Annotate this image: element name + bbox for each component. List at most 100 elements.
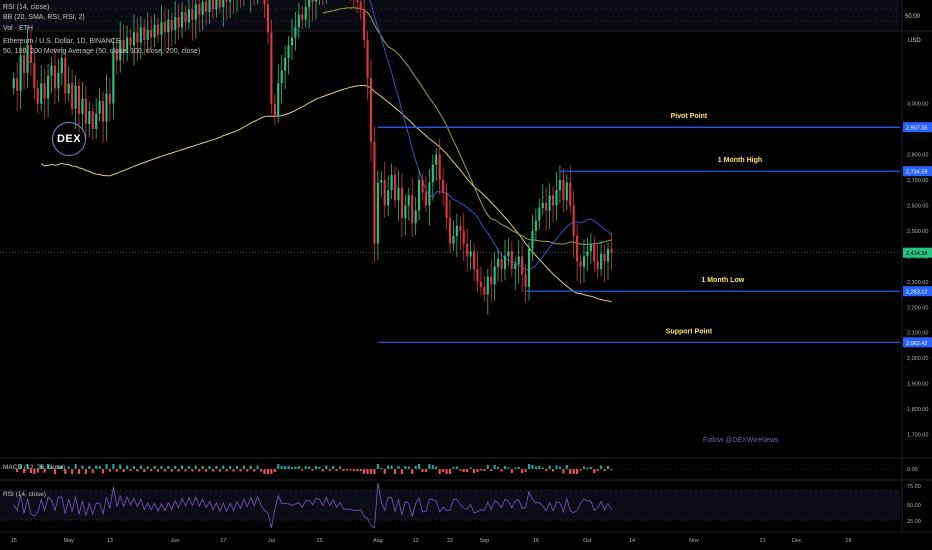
macd-histogram-bar xyxy=(311,469,314,471)
macd-histogram-bar xyxy=(91,469,94,473)
candle-body xyxy=(400,187,403,219)
candle-body xyxy=(414,210,417,224)
macd-histogram-bar xyxy=(521,469,524,473)
macd-histogram-bar xyxy=(393,469,397,474)
candle-body xyxy=(119,40,122,61)
macd-histogram-bar xyxy=(184,469,187,472)
level-name: 1 Month High xyxy=(718,157,762,164)
candle-body xyxy=(84,98,87,124)
x-tick-label: Sep xyxy=(479,538,489,544)
macd-histogram-bar xyxy=(414,466,417,469)
macd-histogram-bar xyxy=(538,466,541,469)
macd-histogram-bar xyxy=(493,465,496,469)
level-price-tag xyxy=(903,122,932,133)
candle-body xyxy=(445,192,448,219)
current-price-label: 2,414.38 xyxy=(906,251,927,257)
macd-histogram-bar xyxy=(105,464,108,469)
candle-body xyxy=(153,24,156,38)
candle-body xyxy=(177,17,180,28)
candle-body xyxy=(493,266,496,285)
level-price-tag xyxy=(903,337,932,348)
rsi-band-fill xyxy=(0,490,900,520)
ma50-line xyxy=(369,0,612,271)
macd-histogram-bar xyxy=(146,466,149,469)
x-tick-label: Jul xyxy=(268,538,275,544)
y-tick-label: 1,900.00 xyxy=(907,382,928,388)
x-tick-label: May xyxy=(64,538,75,544)
macd-histogram-bar xyxy=(132,466,136,469)
macd-histogram-bar xyxy=(235,466,239,469)
macd-histogram-bar xyxy=(442,469,445,472)
macd-histogram-bar xyxy=(167,466,170,469)
candle-body xyxy=(600,253,603,270)
x-tick-label: 16 xyxy=(845,538,851,544)
candle-body xyxy=(129,37,132,46)
candle-body xyxy=(524,274,527,287)
candle-body xyxy=(19,55,22,91)
candle-body xyxy=(589,243,592,252)
x-tick-label: Aug xyxy=(373,538,383,544)
macd-histogram-bar xyxy=(335,469,338,471)
macd-histogram-bar xyxy=(77,469,81,474)
macd-histogram-bar xyxy=(500,469,503,472)
candle-body xyxy=(569,182,572,206)
macd-histogram-bar xyxy=(201,466,204,469)
candle-body xyxy=(194,4,197,20)
macd-histogram-bar xyxy=(321,469,324,472)
macd-histogram-bar xyxy=(260,469,263,472)
candle-body xyxy=(150,29,153,38)
macd-histogram-bar xyxy=(531,465,534,469)
macd-histogram-bar xyxy=(126,465,129,469)
candle-body xyxy=(146,29,149,40)
macd-histogram-bar xyxy=(524,469,527,472)
macd-histogram-bar xyxy=(548,465,551,469)
candle-body xyxy=(486,276,489,295)
candle-body xyxy=(156,24,160,35)
macd-histogram-bar xyxy=(589,467,592,469)
candle-body xyxy=(565,182,568,201)
macd-histogram-bar xyxy=(452,467,455,469)
candle-body xyxy=(191,9,194,20)
macd-label: MACD (12, 26, close) xyxy=(3,464,65,471)
macd-histogram-bar xyxy=(373,469,376,474)
macd-histogram-bar xyxy=(558,466,561,469)
candle-body xyxy=(507,251,510,257)
macd-histogram-bar xyxy=(383,469,386,474)
macd-histogram-bar xyxy=(610,469,613,471)
macd-histogram-bar xyxy=(208,466,211,469)
currency-label[interactable]: USD xyxy=(908,38,921,44)
macd-histogram-bar xyxy=(229,466,232,469)
macd-histogram-bar xyxy=(407,466,410,469)
candle-body xyxy=(404,205,407,219)
candle-body xyxy=(136,32,139,43)
top-rsi-value: 50.00 xyxy=(905,14,921,20)
candle-body xyxy=(98,101,101,114)
macd-histogram-bar xyxy=(287,466,290,469)
macd-histogram-bar xyxy=(545,469,548,471)
candle-body xyxy=(170,19,173,30)
rsi-axis-label: 75.00 xyxy=(907,484,921,490)
candle-body xyxy=(376,182,379,244)
macd-histogram-bar xyxy=(67,466,70,469)
macd-histogram-bar xyxy=(40,464,43,469)
candle-body xyxy=(40,83,43,104)
macd-histogram-bar xyxy=(174,466,177,469)
level-price-label: 2,263.12 xyxy=(906,290,927,296)
macd-histogram-bar xyxy=(390,465,393,469)
candle-body xyxy=(373,141,376,244)
macd-histogram-bar xyxy=(266,469,270,474)
candle-body xyxy=(167,19,170,33)
macd-histogram-bar xyxy=(411,469,414,474)
macd-histogram-bar xyxy=(50,466,53,469)
macd-histogram-bar xyxy=(359,469,362,471)
macd-histogram-bar xyxy=(88,466,91,469)
y-tick-label: 2,600.00 xyxy=(907,203,928,209)
candle-body xyxy=(397,187,400,201)
level-price-tag xyxy=(903,286,932,297)
candle-body xyxy=(180,12,184,28)
candle-body xyxy=(448,218,452,244)
candle-body xyxy=(586,251,589,257)
candle-body xyxy=(12,78,15,89)
candle-body xyxy=(579,261,582,267)
